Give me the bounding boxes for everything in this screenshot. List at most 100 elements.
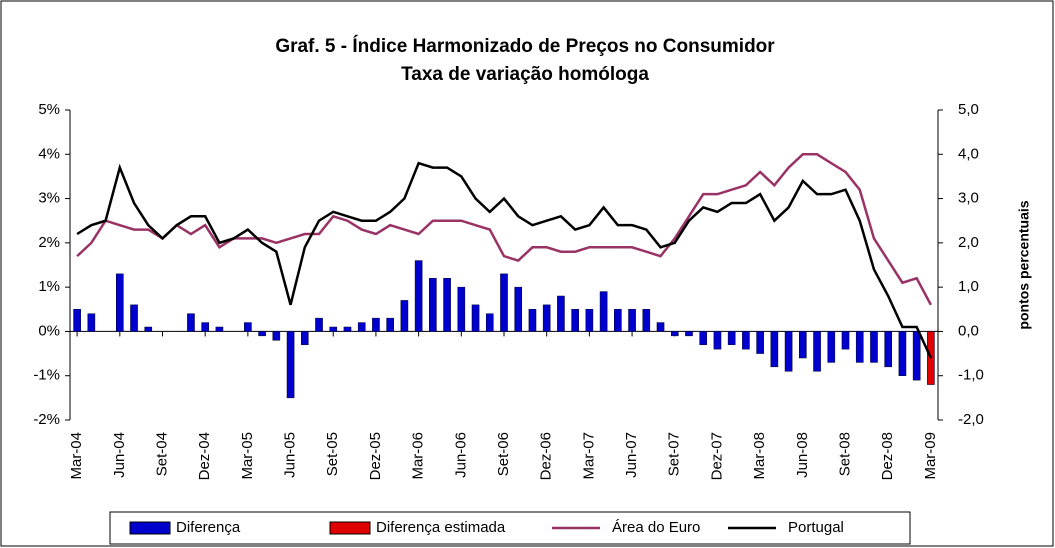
- bar: [628, 309, 636, 332]
- bar: [841, 331, 850, 350]
- x-tick-label: Dez-05: [367, 432, 384, 480]
- bar: [372, 317, 380, 332]
- bar: [713, 331, 722, 350]
- bar: [855, 331, 864, 363]
- y-tick-label: 1%: [38, 278, 60, 295]
- x-tick-label: Mar-08: [751, 432, 768, 480]
- bar: [870, 331, 878, 363]
- bar: [300, 331, 309, 345]
- bar: [898, 331, 907, 376]
- bar: [443, 278, 451, 332]
- bar: [742, 331, 750, 350]
- x-tick-label: Set-05: [324, 432, 341, 476]
- x-tick-label: Jun-08: [794, 432, 811, 478]
- bar: [286, 331, 295, 399]
- bar: [642, 309, 651, 332]
- y2-axis-label: pontos percentuais: [1016, 200, 1032, 329]
- legend-box: [109, 511, 911, 545]
- bar: [784, 331, 793, 372]
- y2-tick-label: 1,0: [958, 278, 979, 295]
- bar: [471, 304, 480, 332]
- legend-label: Portugal: [788, 519, 844, 536]
- x-tick-label: Jun-06: [452, 432, 469, 478]
- x-tick-label: Mar-06: [410, 432, 427, 480]
- x-tick-label: Jun-07: [623, 432, 640, 478]
- bar: [429, 278, 437, 332]
- bar: [912, 331, 921, 381]
- y-tick-label: 2%: [38, 234, 60, 251]
- x-tick-label: Mar-05: [239, 432, 256, 480]
- bar: [244, 322, 252, 332]
- legend-label: Diferença estimada: [376, 519, 506, 536]
- bar: [528, 309, 537, 332]
- y2-tick-label: 0,0: [958, 322, 979, 339]
- y-tick-label: 4%: [38, 145, 60, 162]
- x-tick-label: Dez-08: [879, 432, 896, 480]
- y2-tick-label: 4,0: [958, 145, 979, 162]
- y-tick-label: 5%: [38, 101, 60, 118]
- legend-label: Área do Euro: [612, 519, 700, 536]
- x-tick-label: Mar-09: [922, 432, 939, 480]
- x-tick-label: Set-07: [666, 432, 683, 476]
- bar: [414, 260, 423, 332]
- x-tick-label: Mar-04: [68, 432, 85, 480]
- bar: [73, 309, 81, 332]
- bar: [756, 331, 764, 354]
- bar: [727, 331, 736, 345]
- bar: [485, 313, 494, 332]
- bar: [457, 286, 466, 332]
- bar: [500, 273, 508, 332]
- bar: [343, 326, 352, 332]
- bar: [315, 317, 323, 332]
- y-tick-label: -2%: [33, 411, 60, 428]
- bar: [329, 326, 338, 332]
- y-tick-label: -1%: [33, 367, 60, 384]
- bar: [542, 304, 551, 332]
- y2-tick-label: -2,0: [958, 411, 984, 428]
- bar: [670, 331, 679, 337]
- bar: [215, 326, 224, 332]
- bar: [770, 331, 779, 368]
- bar: [585, 309, 594, 332]
- legend-label: Diferença: [176, 519, 241, 536]
- x-tick-label: Dez-04: [196, 432, 213, 480]
- bar: [656, 322, 665, 332]
- bar: [272, 331, 281, 341]
- bar: [115, 273, 124, 332]
- bar: [614, 309, 622, 332]
- chart-subtitle: Taxa de variação homóloga: [401, 64, 649, 85]
- y2-tick-label: 2,0: [958, 234, 979, 251]
- bar: [599, 291, 608, 332]
- bar: [827, 331, 836, 363]
- bar: [144, 326, 153, 332]
- x-tick-label: Jun-04: [111, 432, 128, 478]
- bar: [87, 313, 96, 332]
- y2-tick-label: 5,0: [958, 101, 979, 118]
- x-tick-label: Jun-05: [282, 432, 299, 478]
- bar: [799, 331, 807, 359]
- bar: [813, 331, 821, 372]
- chart-title: Graf. 5 - Índice Harmonizado de Preços n…: [275, 35, 775, 57]
- x-tick-label: Set-08: [836, 432, 853, 476]
- x-tick-label: Dez-07: [708, 432, 725, 480]
- bar: [557, 295, 565, 332]
- bar: [571, 309, 579, 332]
- y2-tick-label: -1,0: [958, 367, 984, 384]
- bar: [130, 304, 138, 332]
- x-tick-label: Dez-06: [538, 432, 555, 480]
- x-tick-label: Set-04: [153, 432, 170, 476]
- y2-tick-label: 3,0: [958, 190, 979, 207]
- y-tick-label: 3%: [38, 190, 60, 207]
- legend-swatch: [129, 521, 171, 535]
- bar: [201, 322, 209, 332]
- x-tick-label: Set-06: [495, 432, 512, 476]
- line: [76, 161, 933, 359]
- bar: [685, 331, 693, 337]
- bar: [357, 322, 366, 332]
- bar: [699, 331, 708, 345]
- line: [76, 153, 932, 306]
- bar: [400, 300, 409, 332]
- legend-swatch: [329, 521, 371, 535]
